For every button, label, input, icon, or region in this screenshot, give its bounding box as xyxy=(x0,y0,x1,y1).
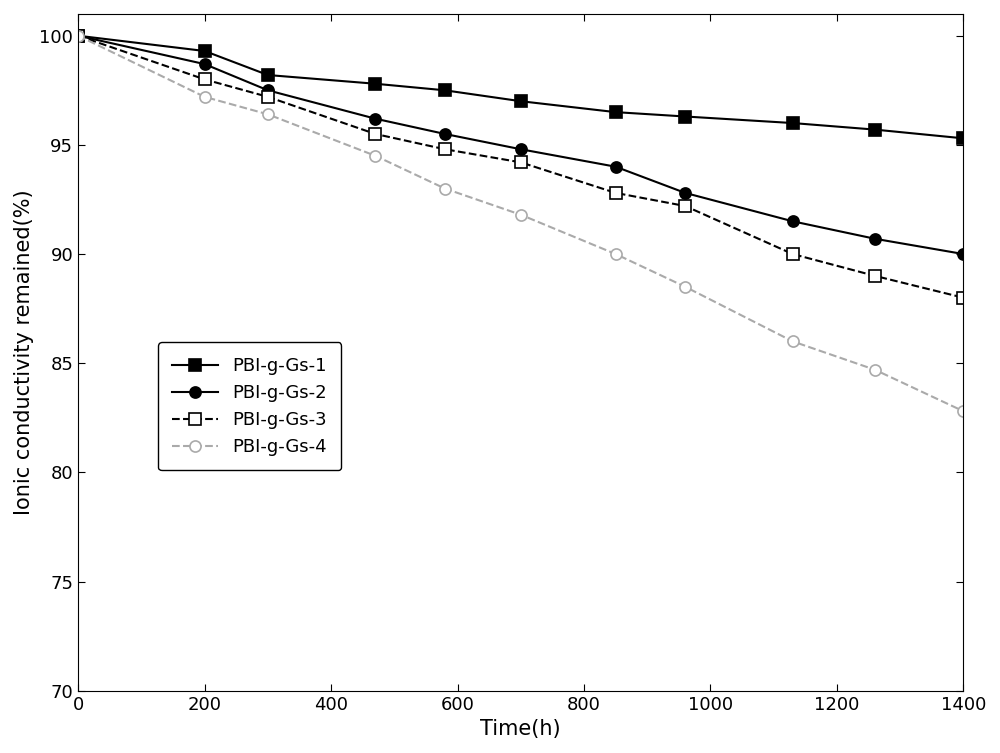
Y-axis label: Ionic conductivity remained(%): Ionic conductivity remained(%) xyxy=(14,190,34,515)
PBI-g-Gs-2 xyxy=(199,59,211,69)
PBI-g-Gs-4 xyxy=(869,365,881,374)
PBI-g-Gs-3 xyxy=(869,271,881,280)
PBI-g-Gs-3 xyxy=(199,75,211,84)
PBI-g-Gs-2 xyxy=(787,217,799,226)
PBI-g-Gs-3 xyxy=(679,202,691,211)
PBI-g-Gs-2 xyxy=(72,31,84,40)
Line: PBI-g-Gs-3: PBI-g-Gs-3 xyxy=(73,30,969,303)
Line: PBI-g-Gs-2: PBI-g-Gs-2 xyxy=(73,30,969,260)
PBI-g-Gs-2 xyxy=(439,130,451,139)
PBI-g-Gs-2 xyxy=(957,249,969,258)
PBI-g-Gs-3 xyxy=(72,31,84,40)
PBI-g-Gs-1 xyxy=(439,86,451,95)
PBI-g-Gs-2 xyxy=(369,114,381,123)
X-axis label: Time(h): Time(h) xyxy=(480,719,561,739)
PBI-g-Gs-1 xyxy=(199,47,211,56)
PBI-g-Gs-2 xyxy=(262,86,274,95)
PBI-g-Gs-3 xyxy=(787,249,799,258)
PBI-g-Gs-1 xyxy=(72,31,84,40)
PBI-g-Gs-4 xyxy=(957,407,969,416)
PBI-g-Gs-1 xyxy=(869,125,881,134)
PBI-g-Gs-4 xyxy=(439,184,451,193)
PBI-g-Gs-4 xyxy=(369,151,381,160)
PBI-g-Gs-4 xyxy=(262,110,274,119)
PBI-g-Gs-3 xyxy=(957,293,969,302)
PBI-g-Gs-4 xyxy=(610,249,622,258)
PBI-g-Gs-3 xyxy=(369,130,381,139)
PBI-g-Gs-1 xyxy=(610,108,622,117)
PBI-g-Gs-1 xyxy=(957,134,969,143)
PBI-g-Gs-2 xyxy=(869,234,881,243)
PBI-g-Gs-4 xyxy=(72,31,84,40)
PBI-g-Gs-4 xyxy=(787,337,799,346)
Line: PBI-g-Gs-1: PBI-g-Gs-1 xyxy=(73,30,969,144)
PBI-g-Gs-1 xyxy=(262,71,274,80)
PBI-g-Gs-3 xyxy=(262,93,274,102)
PBI-g-Gs-4 xyxy=(679,282,691,291)
PBI-g-Gs-1 xyxy=(787,118,799,127)
PBI-g-Gs-1 xyxy=(679,112,691,121)
PBI-g-Gs-1 xyxy=(515,96,527,105)
PBI-g-Gs-3 xyxy=(610,188,622,197)
PBI-g-Gs-2 xyxy=(515,145,527,154)
PBI-g-Gs-4 xyxy=(515,210,527,219)
PBI-g-Gs-3 xyxy=(515,158,527,167)
Line: PBI-g-Gs-4: PBI-g-Gs-4 xyxy=(73,30,969,417)
PBI-g-Gs-1 xyxy=(369,79,381,88)
PBI-g-Gs-4 xyxy=(199,93,211,102)
PBI-g-Gs-2 xyxy=(679,188,691,197)
PBI-g-Gs-2 xyxy=(610,162,622,171)
PBI-g-Gs-3 xyxy=(439,145,451,154)
Legend: PBI-g-Gs-1, PBI-g-Gs-2, PBI-g-Gs-3, PBI-g-Gs-4: PBI-g-Gs-1, PBI-g-Gs-2, PBI-g-Gs-3, PBI-… xyxy=(158,343,341,471)
